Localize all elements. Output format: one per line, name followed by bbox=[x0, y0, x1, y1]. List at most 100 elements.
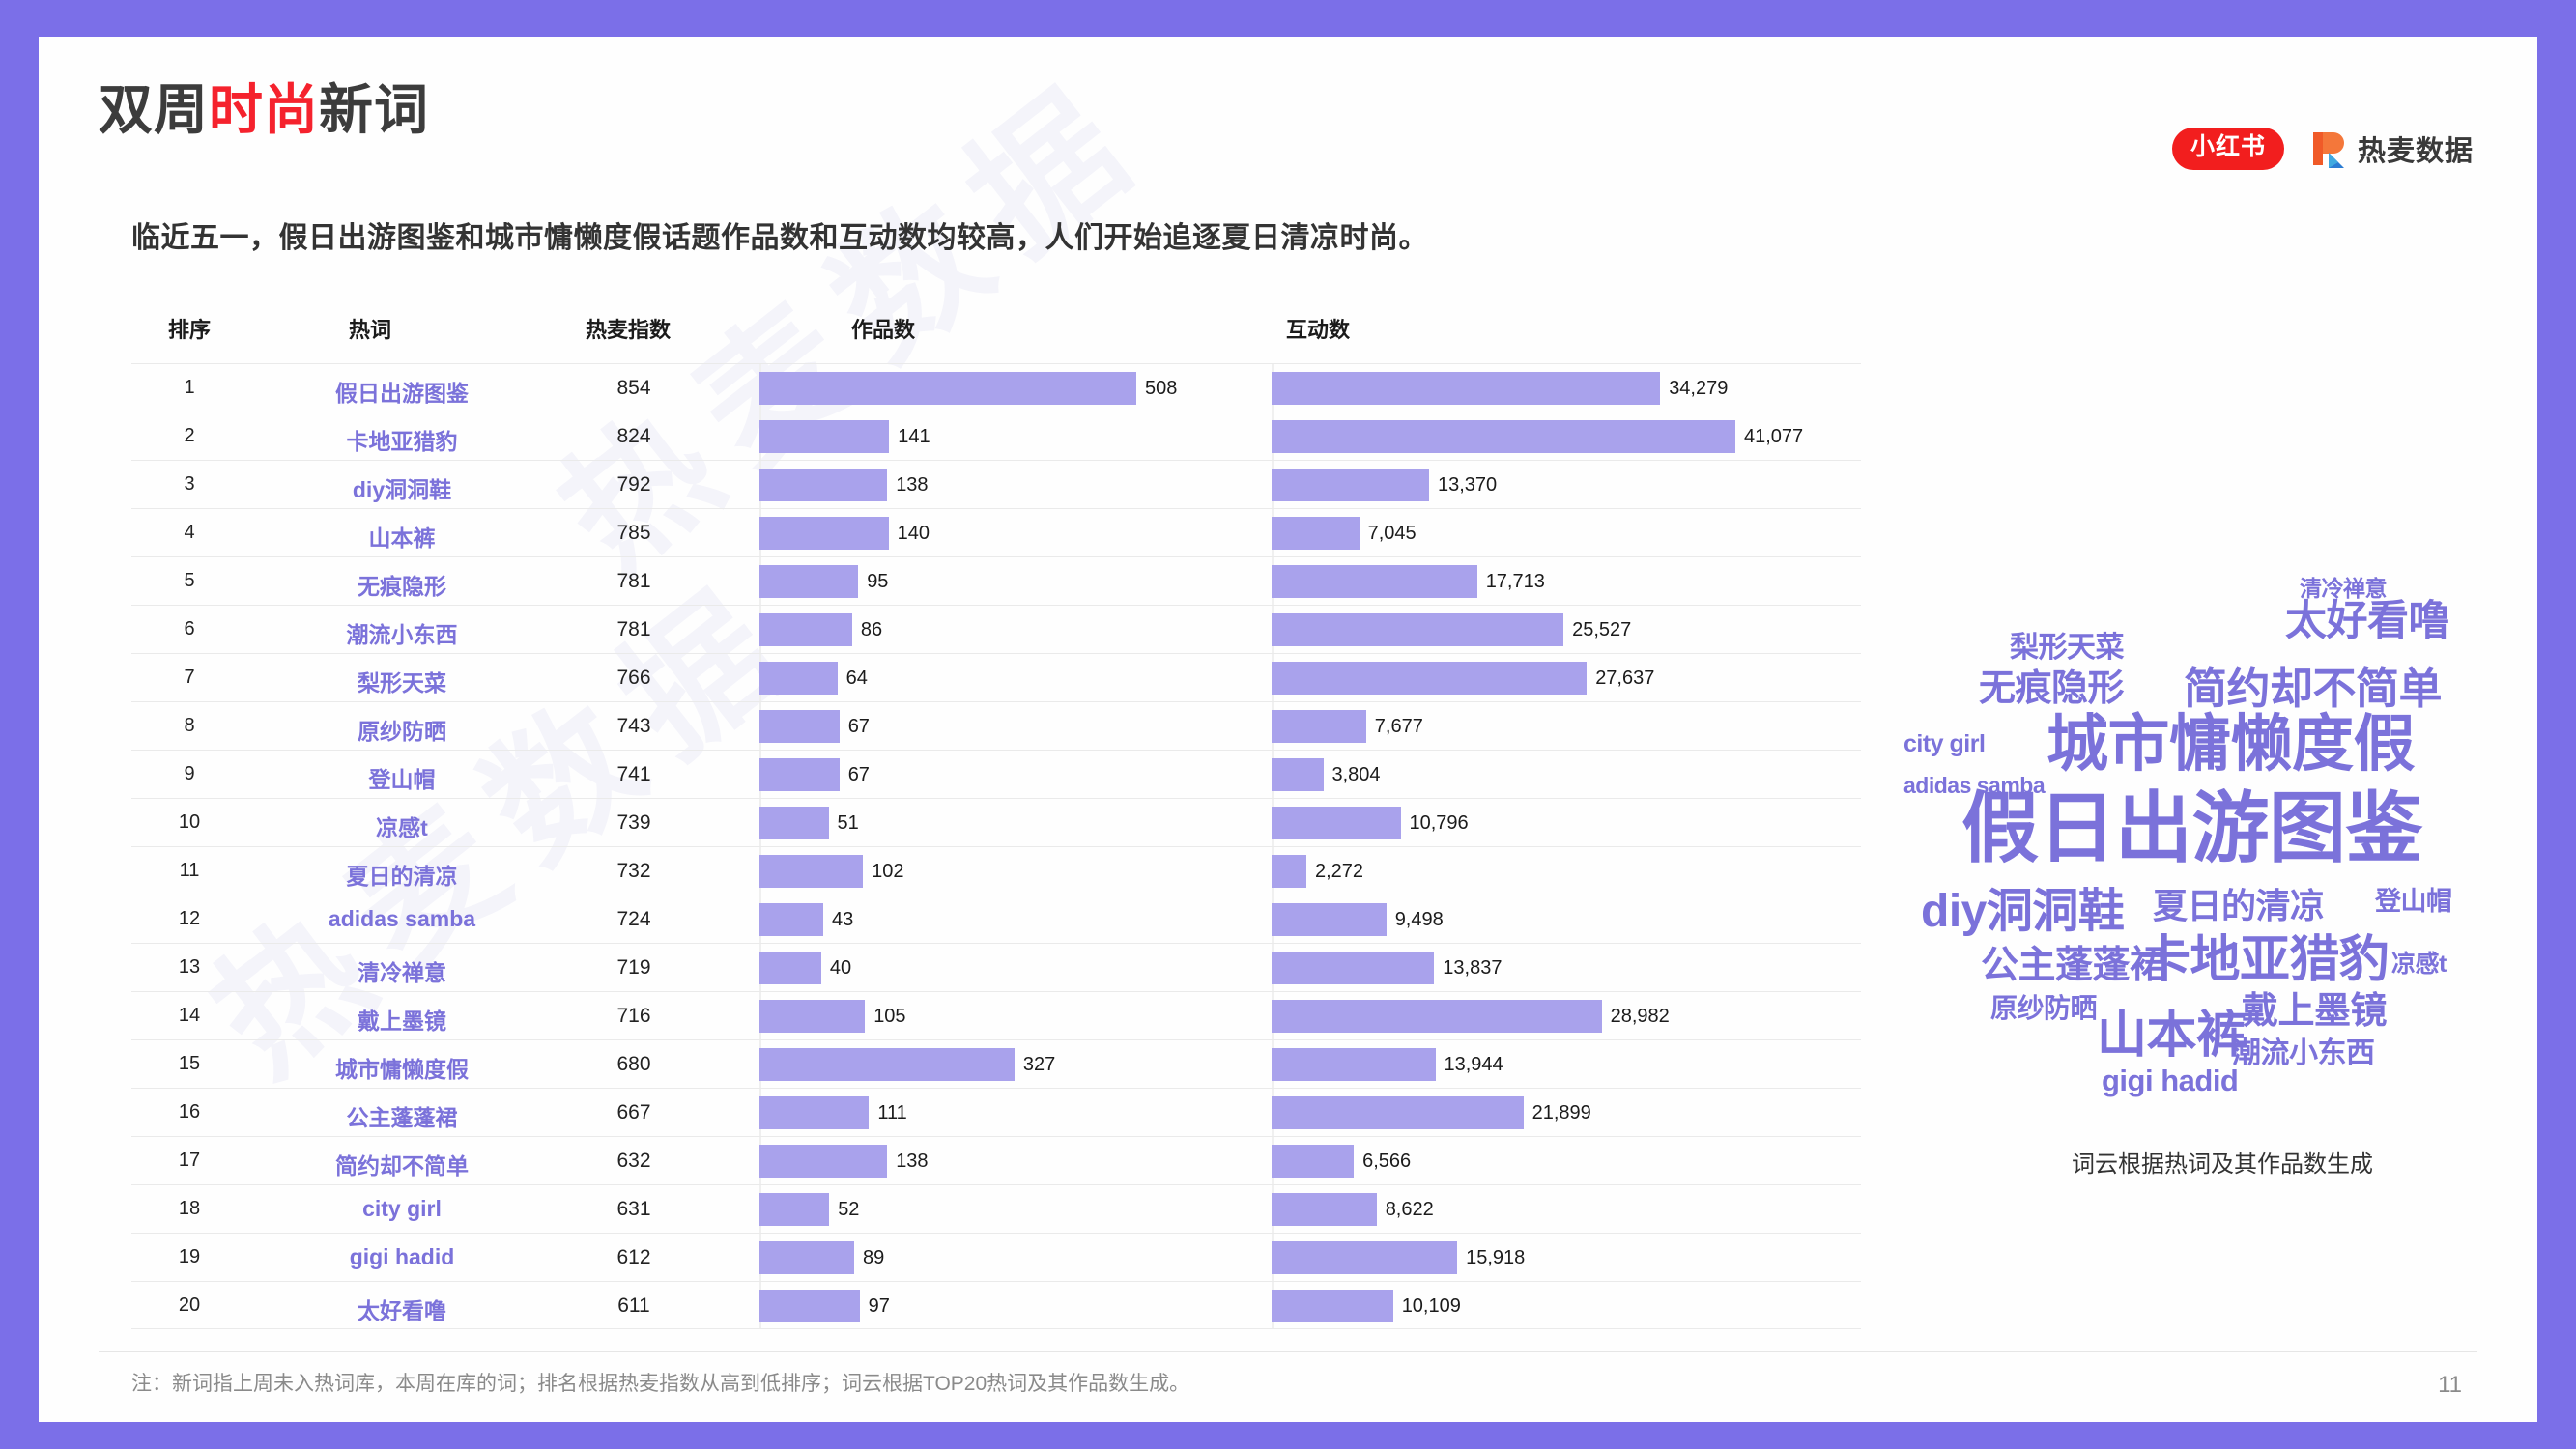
table-header-row: 排序 热词 热麦指数 作品数 互动数 bbox=[131, 303, 1861, 363]
cell-works-bar: 102 bbox=[759, 847, 1223, 895]
table-row[interactable]: 17 简约却不简单 632 138 6,566 bbox=[131, 1136, 1861, 1184]
interactions-value: 21,899 bbox=[1531, 1101, 1591, 1123]
cell-hotword[interactable]: city girl bbox=[362, 1196, 442, 1221]
interactions-value: 27,637 bbox=[1595, 667, 1655, 689]
table-row[interactable]: 11 夏日的清凉 732 102 2,272 bbox=[131, 846, 1861, 895]
cell-rank: 17 bbox=[178, 1150, 201, 1171]
table-row[interactable]: 15 城市慵懒度假 680 327 13,944 bbox=[131, 1039, 1861, 1088]
cell-hotword[interactable]: 卡地亚猎豹 bbox=[346, 429, 458, 454]
slide-card: 热麦数据 热麦数据 双周时尚新词 小红书 热麦数据 临近五一，假日出游图鉴和城市… bbox=[39, 37, 2537, 1422]
works-bar bbox=[759, 1000, 866, 1033]
cell-works-bar: 89 bbox=[759, 1234, 1223, 1282]
works-value: 43 bbox=[832, 908, 854, 930]
cell-hotword[interactable]: 公主蓬蓬裙 bbox=[346, 1105, 458, 1130]
cell-works-bar: 67 bbox=[759, 702, 1223, 751]
cell-interactions-bar: 34,279 bbox=[1272, 364, 1861, 412]
word-cloud-term: 简约却不简单 bbox=[2184, 664, 2443, 713]
table-row[interactable]: 5 无痕隐形 781 95 17,713 bbox=[131, 556, 1861, 605]
cell-interactions-bar: 7,045 bbox=[1272, 509, 1861, 557]
table-row[interactable]: 1 假日出游图鉴 854 508 34,279 bbox=[131, 363, 1861, 412]
cell-hotword[interactable]: adidas samba bbox=[328, 906, 476, 931]
works-value: 105 bbox=[873, 1005, 906, 1027]
page-subtitle: 临近五一，假日出游图鉴和城市慵懒度假话题作品数和互动数均较高，人们开始追逐夏日清… bbox=[131, 222, 1428, 254]
table-row[interactable]: 18 city girl 631 52 8,622 bbox=[131, 1184, 1861, 1233]
cell-works-bar: 140 bbox=[759, 509, 1223, 557]
interactions-bar bbox=[1272, 420, 1735, 453]
table-row[interactable]: 6 潮流小东西 781 86 25,527 bbox=[131, 605, 1861, 653]
table-row[interactable]: 4 山本裤 785 140 7,045 bbox=[131, 508, 1861, 556]
interactions-value: 8,622 bbox=[1385, 1198, 1434, 1220]
cell-remai-index: 785 bbox=[616, 522, 651, 544]
cell-hotword[interactable]: gigi hadid bbox=[349, 1244, 455, 1269]
cell-remai-index: 716 bbox=[616, 1005, 651, 1027]
works-value: 51 bbox=[837, 811, 859, 834]
cell-interactions-bar: 7,677 bbox=[1272, 702, 1861, 751]
interactions-bar bbox=[1272, 565, 1477, 598]
cell-hotword[interactable]: 太好看噜 bbox=[358, 1298, 446, 1323]
interactions-value: 13,944 bbox=[1444, 1053, 1503, 1075]
cell-hotword[interactable]: 简约却不简单 bbox=[335, 1153, 469, 1179]
cell-interactions-bar: 13,370 bbox=[1272, 461, 1861, 509]
cell-hotword[interactable]: 潮流小东西 bbox=[346, 622, 458, 647]
table-row[interactable]: 16 公主蓬蓬裙 667 111 21,899 bbox=[131, 1088, 1861, 1136]
cell-hotword[interactable]: 清冷禅意 bbox=[358, 960, 446, 985]
cell-works-bar: 52 bbox=[759, 1185, 1223, 1234]
cell-rank: 4 bbox=[184, 522, 195, 543]
cell-rank: 16 bbox=[178, 1101, 201, 1122]
remai-logo: 热麦数据 bbox=[2309, 128, 2474, 169]
cell-hotword[interactable]: 山本裤 bbox=[368, 526, 436, 551]
cell-remai-index: 854 bbox=[616, 377, 651, 399]
table-row[interactable]: 3 diy洞洞鞋 792 138 13,370 bbox=[131, 460, 1861, 508]
table-row[interactable]: 12 adidas samba 724 43 9,498 bbox=[131, 895, 1861, 943]
interactions-value: 7,677 bbox=[1374, 715, 1423, 737]
cell-hotword[interactable]: 登山帽 bbox=[368, 767, 436, 792]
table-row[interactable]: 13 清冷禅意 719 40 13,837 bbox=[131, 943, 1861, 991]
word-cloud-term: 无痕隐形 bbox=[1979, 668, 2125, 709]
table-row[interactable]: 19 gigi hadid 612 89 15,918 bbox=[131, 1233, 1861, 1281]
table-row[interactable]: 2 卡地亚猎豹 824 141 41,077 bbox=[131, 412, 1861, 460]
works-value: 97 bbox=[868, 1294, 890, 1317]
table-row[interactable]: 9 登山帽 741 67 3,804 bbox=[131, 750, 1861, 798]
cell-rank: 8 bbox=[184, 715, 195, 736]
word-cloud-term: 戴上墨镜 bbox=[2242, 991, 2388, 1032]
cell-remai-index: 667 bbox=[616, 1101, 651, 1123]
word-cloud-term: diy洞洞鞋 bbox=[1921, 886, 2125, 937]
table-row[interactable]: 14 戴上墨镜 716 105 28,982 bbox=[131, 991, 1861, 1039]
works-bar bbox=[759, 855, 864, 888]
table-row[interactable]: 20 太好看噜 611 97 10,109 bbox=[131, 1281, 1861, 1329]
cell-works-bar: 51 bbox=[759, 799, 1223, 847]
works-value: 64 bbox=[845, 667, 868, 689]
cell-hotword[interactable]: 无痕隐形 bbox=[358, 574, 446, 599]
cell-rank: 18 bbox=[178, 1198, 201, 1219]
cell-hotword[interactable]: 凉感t bbox=[376, 815, 428, 840]
table-row[interactable]: 10 凉感t 739 51 10,796 bbox=[131, 798, 1861, 846]
cell-hotword[interactable]: 夏日的清凉 bbox=[346, 864, 458, 889]
cell-hotword[interactable]: 城市慵懒度假 bbox=[335, 1057, 469, 1082]
cell-hotword[interactable]: 假日出游图鉴 bbox=[335, 381, 469, 406]
cell-hotword[interactable]: diy洞洞鞋 bbox=[352, 477, 452, 502]
table-row[interactable]: 7 梨形天菜 766 64 27,637 bbox=[131, 653, 1861, 701]
cell-rank: 15 bbox=[178, 1053, 201, 1074]
word-cloud-term: 潮流小东西 bbox=[2232, 1037, 2375, 1069]
interactions-bar bbox=[1272, 613, 1564, 646]
works-value: 52 bbox=[838, 1198, 860, 1220]
cell-remai-index: 781 bbox=[616, 618, 651, 640]
works-bar bbox=[759, 517, 889, 550]
cell-hotword[interactable]: 戴上墨镜 bbox=[358, 1009, 446, 1034]
cell-works-bar: 86 bbox=[759, 606, 1223, 654]
cell-rank: 10 bbox=[178, 811, 201, 833]
cell-works-bar: 105 bbox=[759, 992, 1223, 1040]
works-value: 111 bbox=[877, 1101, 907, 1123]
table-row[interactable]: 8 原纱防晒 743 67 7,677 bbox=[131, 701, 1861, 750]
cell-hotword[interactable]: 原纱防晒 bbox=[358, 719, 446, 744]
cell-works-bar: 64 bbox=[759, 654, 1223, 702]
cell-works-bar: 40 bbox=[759, 944, 1223, 992]
interactions-bar bbox=[1272, 1290, 1393, 1322]
word-cloud-note: 词云根据热词及其作品数生成 bbox=[2072, 1152, 2373, 1178]
cell-hotword[interactable]: 梨形天菜 bbox=[358, 670, 446, 696]
interactions-bar bbox=[1272, 662, 1588, 695]
cell-remai-index: 680 bbox=[616, 1053, 651, 1075]
column-header-rank: 排序 bbox=[168, 318, 212, 342]
cell-interactions-bar: 25,527 bbox=[1272, 606, 1861, 654]
word-cloud-term: 太好看噜 bbox=[2285, 598, 2450, 644]
